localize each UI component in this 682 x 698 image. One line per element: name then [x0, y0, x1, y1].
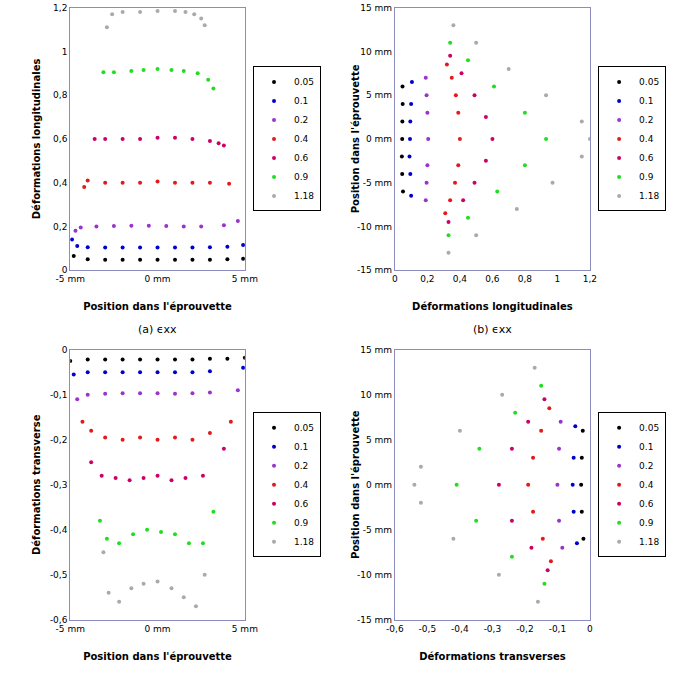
svg-text:0.6: 0.6 — [294, 499, 309, 509]
svg-text:-5 mm: -5 mm — [363, 525, 392, 535]
svg-text:-0,5: -0,5 — [50, 570, 68, 580]
svg-text:(a) ϵxx: (a) ϵxx — [138, 323, 177, 336]
svg-text:1,2: 1,2 — [583, 274, 597, 284]
svg-text:Position dans l'éprouvette: Position dans l'éprouvette — [83, 651, 232, 662]
svg-text:0,6: 0,6 — [53, 134, 68, 144]
svg-text:Déformations transverse: Déformations transverse — [31, 414, 42, 555]
svg-text:1: 1 — [62, 47, 68, 57]
svg-text:-15 mm: -15 mm — [357, 615, 392, 625]
svg-text:Position dans l'éprouvette: Position dans l'éprouvette — [83, 301, 232, 312]
svg-text:-0,3: -0,3 — [484, 624, 502, 634]
svg-text:0.1: 0.1 — [639, 96, 653, 106]
svg-text:1,2: 1,2 — [53, 3, 67, 13]
svg-text:1.18: 1.18 — [294, 537, 314, 547]
svg-text:10 mm: 10 mm — [360, 390, 392, 400]
svg-text:0: 0 — [62, 345, 68, 355]
svg-text:5 mm: 5 mm — [366, 435, 392, 445]
svg-text:-0,4: -0,4 — [50, 525, 68, 535]
svg-text:15 mm: 15 mm — [360, 3, 392, 13]
svg-text:-0,5: -0,5 — [419, 624, 437, 634]
svg-text:0,8: 0,8 — [53, 90, 68, 100]
svg-text:0.2: 0.2 — [294, 115, 308, 125]
svg-text:Position dans l'éprouvette: Position dans l'éprouvette — [350, 410, 361, 559]
svg-text:0.9: 0.9 — [639, 518, 654, 528]
svg-text:0.4: 0.4 — [639, 134, 654, 144]
svg-text:0.1: 0.1 — [294, 442, 308, 452]
svg-text:0.9: 0.9 — [294, 518, 309, 528]
svg-text:0 mm: 0 mm — [144, 274, 170, 284]
svg-text:Déformations transverses: Déformations transverses — [419, 651, 566, 662]
svg-text:-5 mm: -5 mm — [56, 274, 85, 284]
svg-text:-0,6: -0,6 — [50, 615, 68, 625]
svg-text:1.18: 1.18 — [639, 191, 659, 201]
svg-text:-0,6: -0,6 — [386, 624, 404, 634]
svg-text:-0,1: -0,1 — [549, 624, 567, 634]
svg-text:Déformations longitudinales: Déformations longitudinales — [412, 301, 573, 312]
svg-text:0.4: 0.4 — [294, 480, 309, 490]
svg-text:0,4: 0,4 — [453, 274, 468, 284]
svg-text:0.4: 0.4 — [639, 480, 654, 490]
svg-text:0 mm: 0 mm — [366, 134, 392, 144]
svg-text:0.05: 0.05 — [294, 423, 314, 433]
svg-text:0.2: 0.2 — [639, 461, 653, 471]
svg-text:0,2: 0,2 — [420, 274, 434, 284]
svg-text:0.4: 0.4 — [294, 134, 309, 144]
svg-text:0: 0 — [587, 624, 593, 634]
svg-text:(b) ϵxx: (b) ϵxx — [473, 323, 512, 336]
svg-text:0.6: 0.6 — [639, 153, 654, 163]
svg-text:-0,3: -0,3 — [50, 480, 68, 490]
svg-text:15 mm: 15 mm — [360, 345, 392, 355]
svg-text:0.6: 0.6 — [294, 153, 309, 163]
svg-text:0 mm: 0 mm — [144, 624, 170, 634]
svg-text:-0,4: -0,4 — [451, 624, 469, 634]
svg-text:0.6: 0.6 — [639, 499, 654, 509]
svg-text:0,6: 0,6 — [485, 274, 500, 284]
svg-text:0.9: 0.9 — [294, 172, 309, 182]
svg-text:0.05: 0.05 — [639, 423, 659, 433]
svg-text:0.05: 0.05 — [294, 77, 314, 87]
svg-text:0: 0 — [62, 265, 68, 275]
svg-text:0,2: 0,2 — [53, 222, 67, 232]
svg-text:-10 mm: -10 mm — [357, 222, 392, 232]
svg-text:0.1: 0.1 — [294, 96, 308, 106]
svg-text:0: 0 — [392, 274, 398, 284]
svg-text:0,8: 0,8 — [518, 274, 533, 284]
svg-text:-0,1: -0,1 — [50, 390, 68, 400]
svg-text:0 mm: 0 mm — [366, 480, 392, 490]
svg-text:0,4: 0,4 — [53, 178, 68, 188]
svg-text:0.2: 0.2 — [639, 115, 653, 125]
svg-text:-15 mm: -15 mm — [357, 265, 392, 275]
svg-text:-0,2: -0,2 — [50, 435, 68, 445]
svg-text:-0,2: -0,2 — [516, 624, 534, 634]
svg-text:-10 mm: -10 mm — [357, 570, 392, 580]
svg-text:-5 mm: -5 mm — [363, 178, 392, 188]
svg-text:Position dans l'éprouvette: Position dans l'éprouvette — [350, 64, 361, 213]
svg-text:0.2: 0.2 — [294, 461, 308, 471]
svg-text:1.18: 1.18 — [294, 191, 314, 201]
svg-text:0.1: 0.1 — [639, 442, 653, 452]
svg-text:5 mm: 5 mm — [232, 624, 258, 634]
svg-text:1: 1 — [555, 274, 561, 284]
svg-text:5 mm: 5 mm — [232, 274, 258, 284]
svg-text:1.18: 1.18 — [639, 537, 659, 547]
svg-text:0.05: 0.05 — [639, 77, 659, 87]
svg-text:Déformations longitudinales: Déformations longitudinales — [31, 59, 42, 220]
svg-text:10 mm: 10 mm — [360, 47, 392, 57]
svg-text:0.9: 0.9 — [639, 172, 654, 182]
svg-text:5 mm: 5 mm — [366, 90, 392, 100]
svg-text:-5 mm: -5 mm — [56, 624, 85, 634]
